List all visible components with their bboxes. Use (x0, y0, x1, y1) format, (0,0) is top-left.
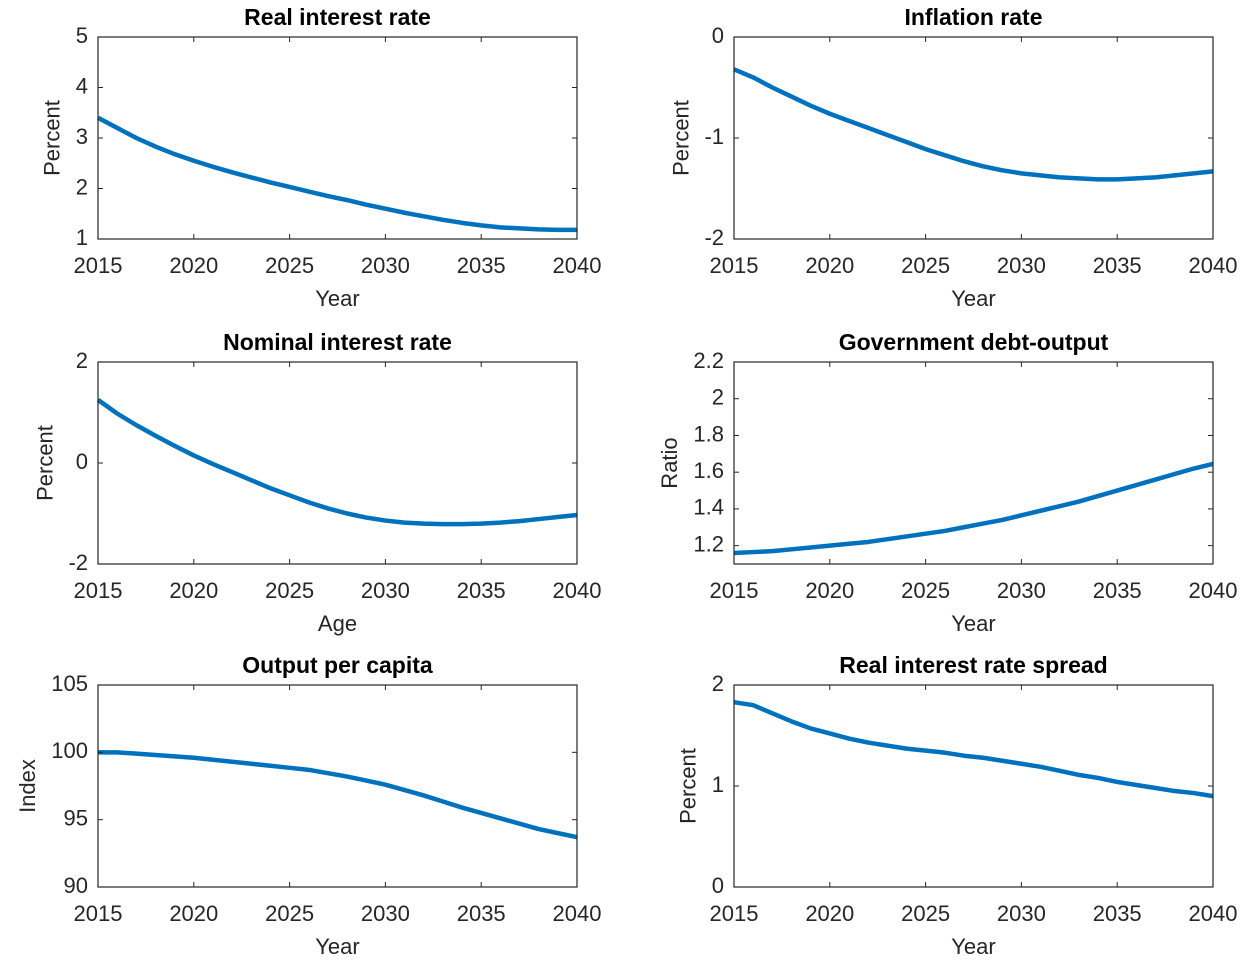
x-tick-label: 2015 (710, 901, 759, 926)
y-tick-label: 2 (712, 671, 724, 696)
plot-area (734, 362, 1213, 564)
chart-title: Real interest rate (244, 4, 431, 30)
data-line (733, 699, 1214, 799)
x-axis-label: Year (951, 286, 995, 311)
y-tick-label: 2.2 (693, 348, 724, 373)
x-axis-label: Year (315, 286, 359, 311)
x-tick-label: 2020 (169, 901, 218, 926)
y-tick-label: 105 (51, 671, 88, 696)
y-axis-label: Ratio (657, 437, 682, 488)
y-tick-label: 90 (64, 873, 88, 898)
chart-title: Real interest rate spread (839, 652, 1107, 678)
y-axis-label: Percent (668, 100, 693, 176)
x-tick-label: 2025 (901, 253, 950, 278)
y-tick-label: -1 (704, 124, 724, 149)
chart-title: Output per capita (242, 652, 433, 678)
x-tick-label: 2030 (361, 253, 410, 278)
x-tick-label: 2035 (1093, 901, 1142, 926)
x-tick-label: 2030 (361, 578, 410, 603)
data-line (96, 115, 577, 233)
y-tick-label: 100 (51, 738, 88, 763)
y-tick-label: -2 (68, 550, 88, 575)
x-axis-label: Year (951, 611, 995, 636)
plot-area (98, 37, 577, 239)
data-line (733, 67, 1214, 182)
x-tick-label: 2020 (169, 253, 218, 278)
x-axis-label: Year (315, 934, 359, 959)
x-tick-label: 2025 (265, 901, 314, 926)
x-tick-label: 2040 (553, 253, 602, 278)
x-tick-label: 2015 (74, 578, 123, 603)
x-tick-label: 2040 (1189, 901, 1238, 926)
chart-title: Government debt-output (839, 329, 1109, 355)
x-tick-label: 2040 (553, 901, 602, 926)
x-axis-label: Year (951, 934, 995, 959)
x-tick-label: 2035 (457, 578, 506, 603)
axes-box (97, 684, 578, 888)
x-tick-label: 2015 (74, 901, 123, 926)
y-tick-label: 1.2 (693, 531, 724, 556)
y-axis-label: Percent (32, 425, 57, 501)
x-tick-label: 2035 (1093, 253, 1142, 278)
y-tick-label: 0 (712, 873, 724, 898)
y-tick-label: 1.4 (693, 495, 724, 520)
chart-title: Nominal interest rate (223, 329, 452, 355)
x-tick-label: 2020 (805, 253, 854, 278)
y-tick-label: -2 (704, 225, 724, 250)
x-tick-label: 2025 (265, 578, 314, 603)
x-tick-label: 2040 (1189, 253, 1238, 278)
chart-title: Inflation rate (904, 4, 1042, 30)
x-tick-label: 2020 (805, 578, 854, 603)
plot-area (98, 362, 577, 564)
x-tick-label: 2025 (901, 901, 950, 926)
y-tick-label: 1 (712, 772, 724, 797)
x-tick-label: 2015 (74, 253, 123, 278)
x-tick-label: 2030 (997, 901, 1046, 926)
y-tick-label: 5 (76, 23, 88, 48)
x-tick-label: 2030 (997, 253, 1046, 278)
x-tick-label: 2030 (361, 901, 410, 926)
y-tick-label: 2 (76, 348, 88, 373)
x-tick-label: 2015 (710, 253, 759, 278)
x-tick-label: 2025 (901, 578, 950, 603)
y-tick-label: 2 (76, 174, 88, 199)
y-tick-label: 3 (76, 124, 88, 149)
axes-box (733, 361, 1214, 565)
y-tick-label: 0 (712, 23, 724, 48)
x-tick-label: 2020 (805, 901, 854, 926)
y-axis-label: Index (15, 759, 40, 813)
data-line (96, 398, 578, 527)
x-tick-label: 2025 (265, 253, 314, 278)
x-tick-label: 2030 (997, 578, 1046, 603)
y-tick-label: 2 (712, 385, 724, 410)
data-line (733, 461, 1214, 556)
x-tick-label: 2035 (457, 253, 506, 278)
x-axis-label: Age (318, 611, 357, 636)
y-axis-label: Percent (40, 100, 65, 176)
y-tick-label: 1.8 (693, 421, 724, 446)
y-tick-label: 4 (76, 73, 88, 98)
y-tick-label: 1.6 (693, 458, 724, 483)
y-tick-label: 95 (64, 805, 88, 830)
y-tick-label: 1 (76, 225, 88, 250)
y-tick-label: 0 (76, 449, 88, 474)
y-axis-label: Percent (676, 748, 701, 824)
data-line (98, 750, 578, 840)
plot-area (98, 685, 577, 887)
x-tick-label: 2035 (457, 901, 506, 926)
plot-area (734, 37, 1213, 239)
x-tick-label: 2040 (1189, 578, 1238, 603)
x-tick-label: 2040 (553, 578, 602, 603)
x-tick-label: 2035 (1093, 578, 1142, 603)
x-tick-label: 2020 (169, 578, 218, 603)
x-tick-label: 2015 (710, 578, 759, 603)
